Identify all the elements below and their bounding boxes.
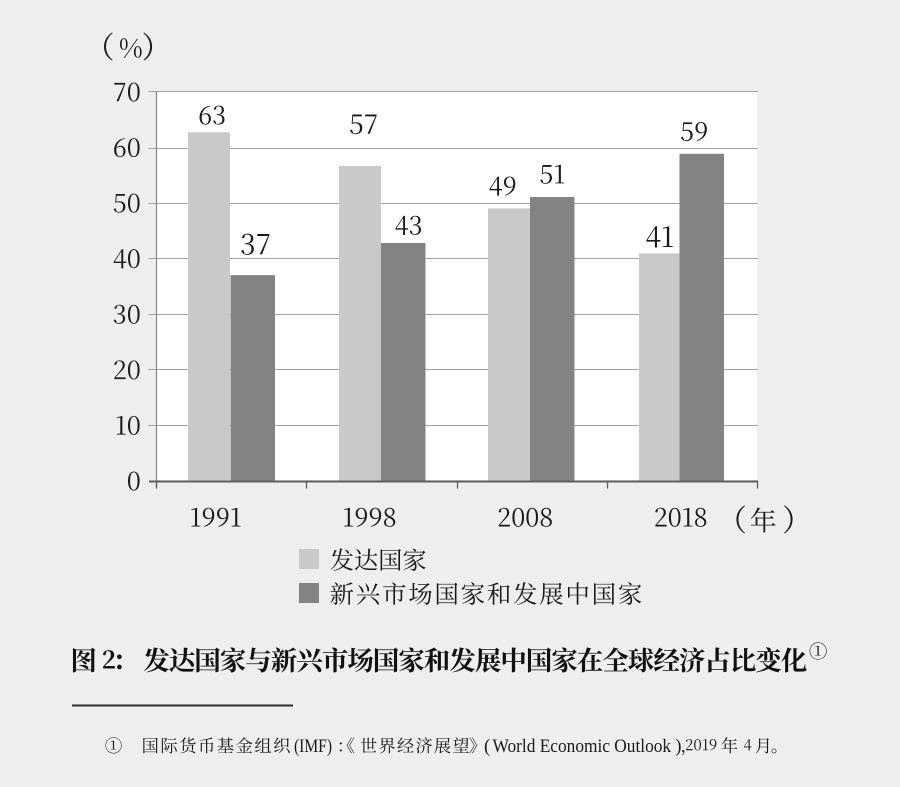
- svg-text:World Economic Outlook: World Economic Outlook: [493, 736, 672, 757]
- svg-text:(: (: [484, 736, 490, 757]
- svg-text:): ): [675, 736, 681, 757]
- svg-text:(IMF): (IMF): [294, 736, 332, 757]
